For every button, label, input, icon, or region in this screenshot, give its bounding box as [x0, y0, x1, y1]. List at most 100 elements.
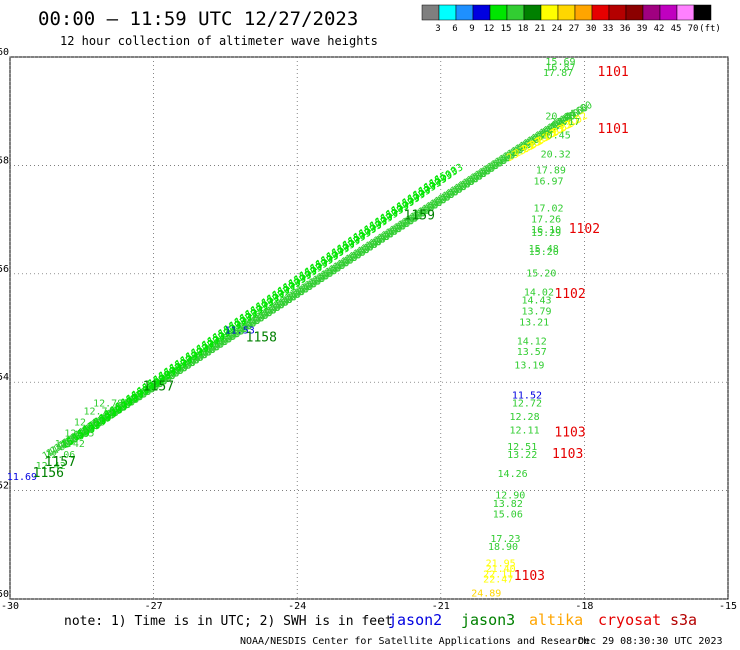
- y-tick-label: 54: [0, 372, 9, 383]
- legend-jason2: jason2: [388, 611, 442, 629]
- colorbar-swatch: [523, 4, 542, 21]
- wave-height-label: 13.19: [514, 361, 544, 372]
- colorbar-label: 27: [569, 24, 580, 34]
- chart-title: 00:00 – 11:59 UTC 12/27/2023: [38, 8, 358, 30]
- wave-height-label: 13.57: [517, 347, 547, 358]
- axis-ticks: -30 -27 -24 -21 -18 -15 50 52 54 56 58 60: [0, 47, 737, 612]
- pass-time-label: 1159: [404, 209, 435, 224]
- colorbar-swatch: [625, 4, 644, 21]
- colorbar-swatch: [591, 4, 610, 21]
- colorbar-label: 15: [501, 24, 512, 34]
- colorbar-swatch: [472, 4, 491, 21]
- wave-height-label: 20.45: [541, 130, 571, 141]
- wave-height-label: 16.10: [531, 225, 561, 236]
- wave-height-label: 12.74: [83, 407, 113, 418]
- wave-height-label: 13.79: [521, 306, 551, 317]
- wave-height-label: 15.06: [493, 510, 523, 521]
- pass-time-label: 1103: [552, 447, 583, 462]
- x-tick-label: -15: [719, 601, 737, 612]
- colorbar-swatch: [676, 4, 695, 21]
- wave-height-label: 17.89: [536, 166, 566, 177]
- wave-height-label: 14.02: [524, 287, 554, 298]
- wave-height-label: 24.89: [471, 588, 501, 599]
- wave-height-label: 22.47: [483, 575, 513, 586]
- colorbar-swatch: [421, 4, 440, 21]
- legend-s3a: s3a: [670, 611, 697, 629]
- wave-height-label: 22.11: [483, 569, 513, 580]
- colorbar-swatch: [642, 4, 661, 21]
- x-tick-label: -21: [432, 601, 450, 612]
- chart-subtitle: 12 hour collection of altimeter wave hei…: [60, 34, 378, 48]
- colorbar-label: 45: [671, 24, 682, 34]
- colorbar-swatch: [455, 4, 474, 21]
- colorbar-swatch: [557, 4, 576, 21]
- pass-time-label: 1157: [143, 379, 174, 394]
- colorbar-label: 12: [484, 24, 495, 34]
- pass-time-label: 1101: [597, 65, 628, 80]
- wave-height-label: 13.82: [493, 499, 523, 510]
- wave-height-label: 12.81: [74, 418, 104, 429]
- wave-height-label: 21.40: [486, 564, 516, 575]
- colorbar-label: 18: [518, 24, 529, 34]
- wave-height-label: 21.95: [486, 558, 516, 569]
- plot-area: 14.6014.6014.6014.6014.6014.6014.6014.60…: [7, 56, 729, 600]
- x-tick-label: -18: [575, 601, 593, 612]
- wave-height-label: 17.87: [543, 68, 573, 79]
- wave-height-label: 12.42: [55, 439, 85, 450]
- colorbar-swatch: [659, 4, 678, 21]
- colorbar-label: 70: [688, 24, 699, 34]
- wave-height-label: 12.90: [495, 491, 525, 502]
- colorbar-label: (ft): [699, 24, 721, 34]
- colorbar-label: 42: [654, 24, 665, 34]
- timestamp-text: Dec 29 08:30:30 UTC 2023: [578, 636, 723, 647]
- legend-jason3: jason3: [461, 611, 515, 629]
- wave-height-label: 15.29: [531, 228, 561, 239]
- satellite-legend: jason2 jason3 altika cryosat s3a: [388, 611, 697, 629]
- wave-height-label: 16.97: [533, 176, 563, 187]
- colorbar-swatch: [574, 4, 593, 21]
- pass-time-label: 1101: [597, 122, 628, 137]
- colorbar-swatch: [438, 4, 457, 21]
- x-tick-label: -27: [145, 601, 163, 612]
- colorbar-label: 33: [603, 24, 614, 34]
- wave-height-label: 12.28: [510, 412, 540, 423]
- wave-height-label: 14.12: [517, 336, 547, 347]
- wave-height-label: 11.69: [7, 472, 37, 483]
- wave-height-label: 12.42: [36, 461, 66, 472]
- colorbar-label: 9: [469, 24, 474, 34]
- wave-height-label: 17.23: [490, 534, 520, 545]
- wave-height-label: 12.25: [64, 428, 94, 439]
- colorbar-label: 21: [535, 24, 546, 34]
- colorbar-swatch: [693, 4, 712, 21]
- legend-altika: altika: [529, 611, 583, 629]
- wave-height-label: 17.02: [533, 203, 563, 214]
- wave-height-label: 16.87: [545, 63, 575, 74]
- footnote: note: 1) Time is in UTC; 2) SWH is in fe…: [64, 614, 393, 629]
- colorbar-label: 6: [452, 24, 457, 34]
- wave-height-label: 11.52: [512, 390, 542, 401]
- color-scale-bar: 3 6 9 12 15 18 21 24 27 30 33 36 39 42 45 70 (ft): [421, 4, 721, 34]
- pass-time-label: 1103: [554, 425, 585, 440]
- pass-time-label: 1158: [246, 331, 277, 346]
- wave-height-label: 12.51: [507, 442, 537, 453]
- wave-height-label: 17.26: [531, 214, 561, 225]
- wave-height-label: 14.26: [498, 469, 528, 480]
- colorbar-label: 24: [552, 24, 563, 34]
- wave-height-label: 20.32: [541, 149, 571, 160]
- pass-time-label: 1102: [569, 222, 600, 237]
- wave-height-label: 22.17: [550, 117, 580, 128]
- colorbar-swatch: [540, 4, 559, 21]
- wave-height-label: 11.53: [225, 325, 255, 336]
- wave-height-label: 15.20: [529, 247, 559, 258]
- colorbar-label: 36: [620, 24, 631, 34]
- wave-height-label: 15.69: [545, 57, 575, 68]
- colorbar-swatch: [489, 4, 508, 21]
- credit-text: NOAA/NESDIS Center for Satellite Applica…: [240, 636, 589, 647]
- wave-height-label: 15.48: [529, 244, 559, 255]
- wave-height-label: 12.11: [510, 426, 540, 437]
- wave-height-label: 12.78: [93, 399, 123, 410]
- wave-height-label: 20.45: [545, 111, 575, 122]
- wave-height-label: 15.20: [526, 269, 556, 280]
- colorbar-label: 30: [586, 24, 597, 34]
- point-labels: 11.6912.4212.0612.4212.2512.8112.7412.78…: [7, 57, 629, 599]
